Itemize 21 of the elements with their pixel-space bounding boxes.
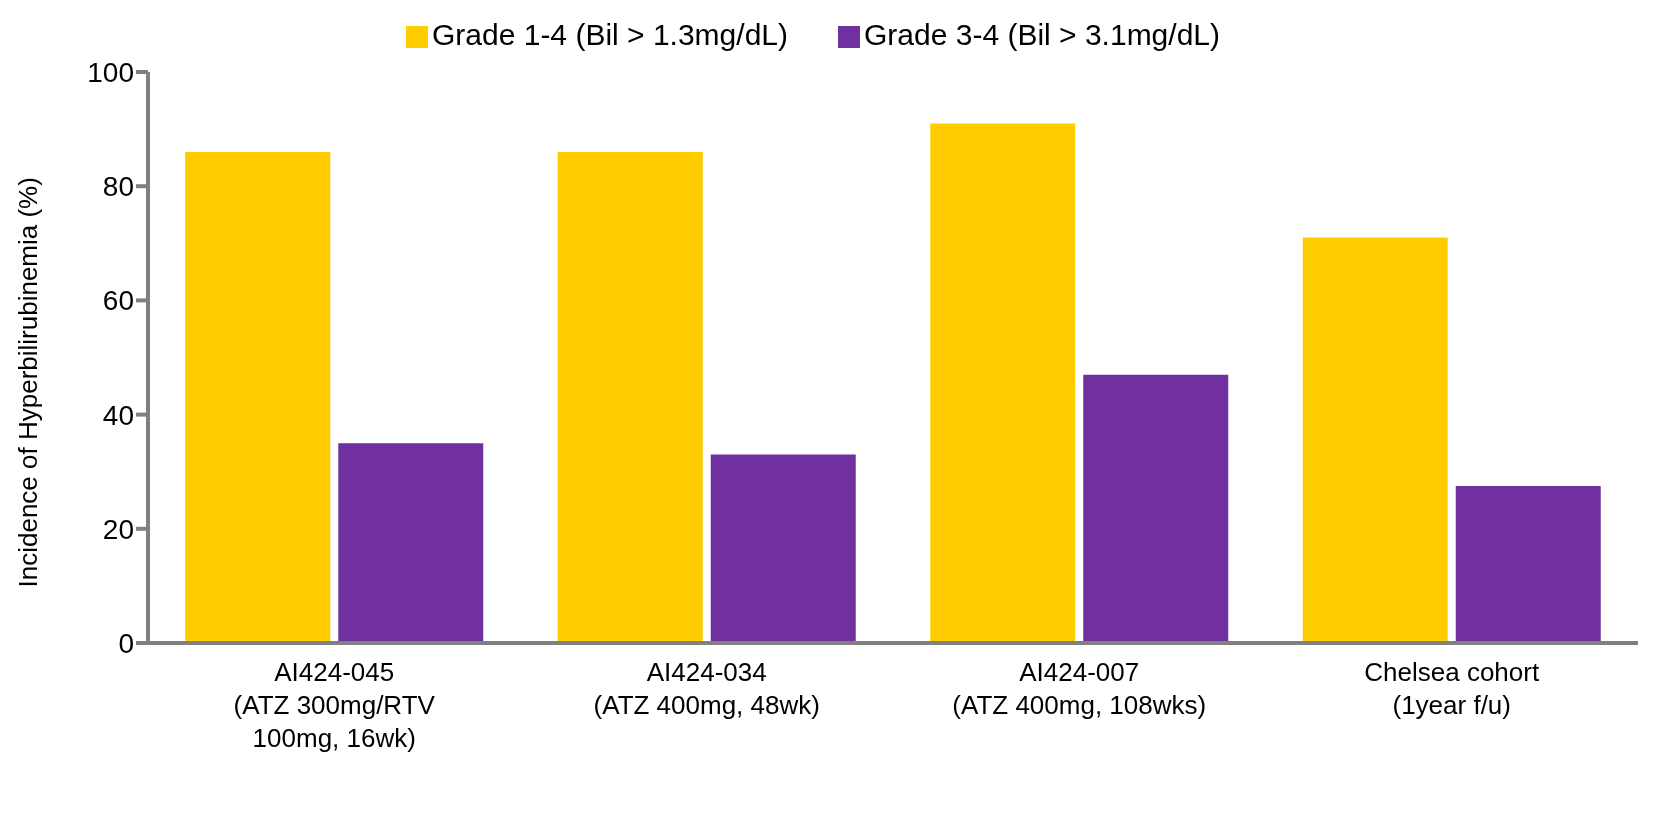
bar bbox=[185, 151, 331, 643]
legend-label: Grade 3-4 (Bil > 3.1mg/dL) bbox=[864, 18, 1221, 51]
legend-label: Grade 1-4 (Bil > 1.3mg/dL) bbox=[431, 18, 788, 51]
bar bbox=[557, 151, 703, 643]
bar bbox=[930, 123, 1076, 643]
bar bbox=[710, 454, 856, 643]
bar bbox=[1455, 485, 1601, 643]
x-tick-label: Chelsea cohort (1year f/u) bbox=[1364, 657, 1540, 720]
bar bbox=[1083, 374, 1229, 643]
x-tick-label: AI424-007 (ATZ 400mg, 108wks) bbox=[952, 657, 1207, 720]
y-tick-label: 100 bbox=[87, 56, 134, 88]
y-tick-label: 20 bbox=[102, 513, 134, 545]
bar bbox=[1302, 237, 1448, 643]
x-tick-label: AI424-034 (ATZ 400mg, 48wk) bbox=[593, 657, 820, 720]
bar bbox=[338, 443, 484, 643]
y-tick-label: 80 bbox=[102, 171, 134, 203]
y-tick-label: 60 bbox=[102, 285, 134, 317]
y-tick-label: 0 bbox=[118, 627, 134, 659]
y-axis-title: Incidence of Hyperbilirubinemia (%) bbox=[13, 177, 44, 588]
x-tick-label: AI424-045 (ATZ 300mg/RTV 100mg, 16wk) bbox=[233, 657, 436, 753]
y-tick-label: 40 bbox=[102, 399, 134, 431]
